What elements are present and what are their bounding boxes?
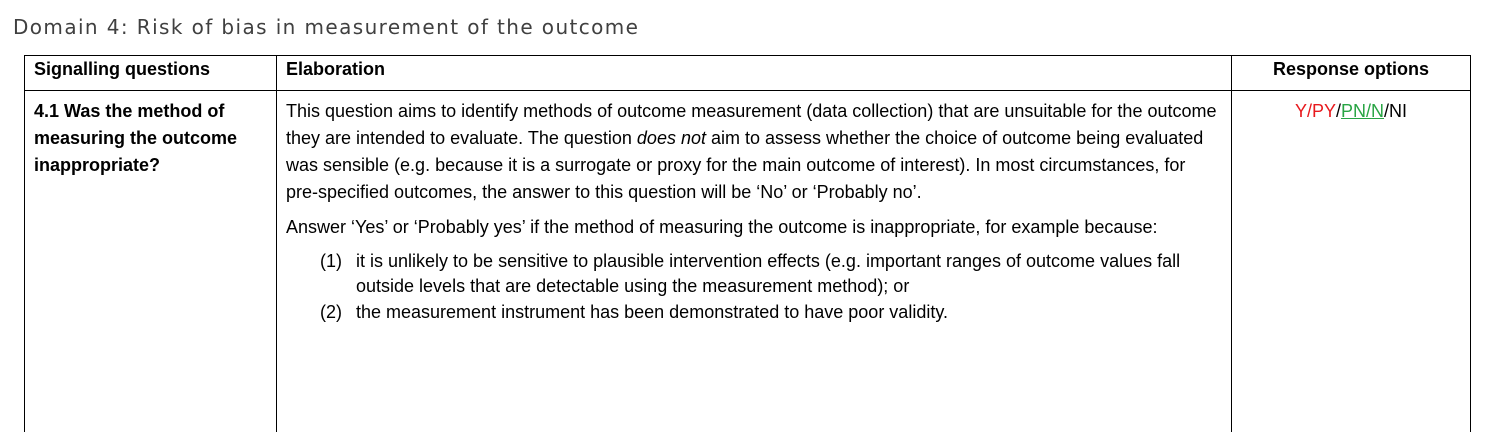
response-option-n: N — [1371, 101, 1384, 121]
response-option-py: PY — [1312, 101, 1336, 121]
list-item-text: the measurement instrument has been demo… — [356, 302, 948, 322]
list-item-number: (2) — [320, 300, 342, 325]
list-item-text: it is unlikely to be sensitive to plausi… — [356, 251, 1180, 296]
list-item-number: (1) — [320, 249, 342, 274]
header-signalling-questions: Signalling questions — [25, 56, 277, 91]
elaboration-paragraph-1: This question aims to identify methods o… — [286, 98, 1222, 206]
list-item: (2) the measurement instrument has been d… — [320, 300, 1222, 325]
list-item: (1) it is unlikely to be sensitive to pla… — [320, 249, 1222, 299]
response-option-pn: PN — [1341, 101, 1366, 121]
elaboration-cell: This question aims to identify methods o… — [277, 91, 1232, 432]
response-option-ni: NI — [1389, 101, 1407, 121]
header-response-options: Response options — [1232, 56, 1471, 91]
domain-heading: Domain 4: Risk of bias in measurement of… — [13, 15, 639, 39]
elaboration-list: (1) it is unlikely to be sensitive to pla… — [286, 249, 1222, 325]
elaboration-paragraph-2: Answer ‘Yes’ or ‘Probably yes’ if the me… — [286, 214, 1222, 241]
table-header-row: Signalling questions Elaboration Respons… — [25, 56, 1471, 91]
response-options-cell: Y/PY/PN/N/NI — [1232, 91, 1471, 432]
emphasis-text: does not — [637, 128, 706, 148]
table-row: 4.1 Was the method of measuring the outc… — [25, 91, 1471, 432]
signalling-question-4-1: 4.1 Was the method of measuring the outc… — [25, 91, 277, 432]
signalling-questions-table: Signalling questions Elaboration Respons… — [24, 55, 1471, 432]
header-elaboration: Elaboration — [277, 56, 1232, 91]
response-option-y: Y — [1295, 101, 1307, 121]
